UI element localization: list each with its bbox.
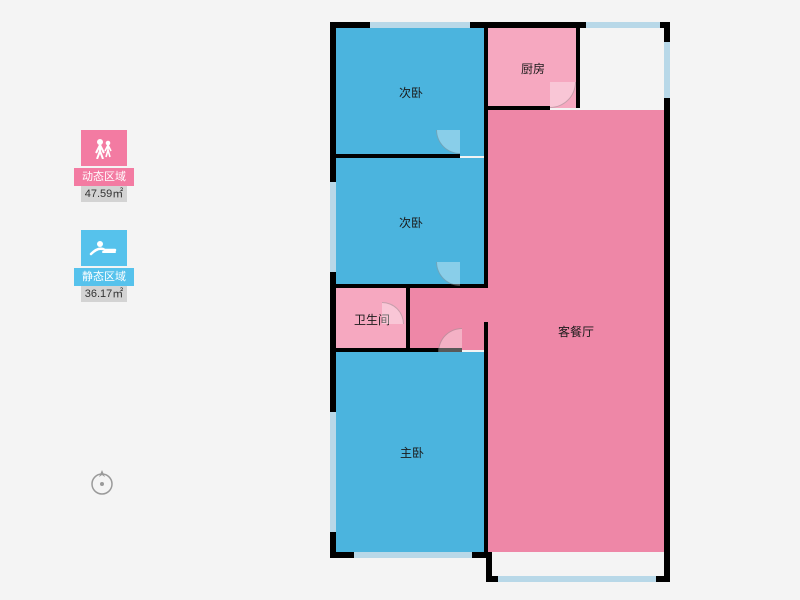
window: [330, 182, 336, 272]
outer-wall: [664, 552, 670, 582]
room-label: 次卧: [399, 84, 423, 101]
legend-dynamic: 动态区域 47.59㎡: [74, 130, 134, 202]
inner-wall: [406, 288, 410, 350]
inner-wall: [484, 28, 488, 288]
legend-dynamic-value: 47.59㎡: [81, 186, 127, 202]
window: [498, 576, 656, 582]
room-living: 客餐厅: [488, 110, 664, 552]
room-bedroom2b: 次卧: [336, 158, 486, 286]
legend-dynamic-label: 动态区域: [74, 168, 134, 186]
legend-static-label: 静态区域: [74, 268, 134, 286]
room-master: 主卧: [336, 352, 488, 552]
inner-wall: [336, 154, 460, 158]
inner-wall: [488, 106, 550, 110]
dynamic-zone-icon: [81, 130, 127, 166]
legend-static-value: 36.17㎡: [81, 286, 127, 302]
room-label: 次卧: [399, 214, 423, 231]
inner-wall: [336, 284, 488, 288]
window: [370, 22, 470, 28]
window: [354, 552, 472, 558]
inner-wall: [484, 322, 488, 552]
room-label: 厨房: [521, 60, 545, 77]
static-zone-icon: [81, 230, 127, 266]
compass-icon: [88, 468, 116, 496]
room-label: 主卧: [400, 444, 424, 461]
window: [330, 412, 336, 532]
room-label: 客餐厅: [558, 323, 594, 340]
outer-wall: [664, 22, 670, 558]
legend-static: 静态区域 36.17㎡: [74, 230, 134, 302]
legend: 动态区域 47.59㎡ 静态区域 36.17㎡: [74, 130, 134, 330]
window: [664, 42, 670, 98]
floorplan: 次卧厨房次卧卫生间客餐厅主卧: [330, 22, 670, 582]
window: [586, 22, 660, 28]
room-bedroom2a: 次卧: [336, 28, 486, 156]
inner-wall: [576, 28, 580, 108]
